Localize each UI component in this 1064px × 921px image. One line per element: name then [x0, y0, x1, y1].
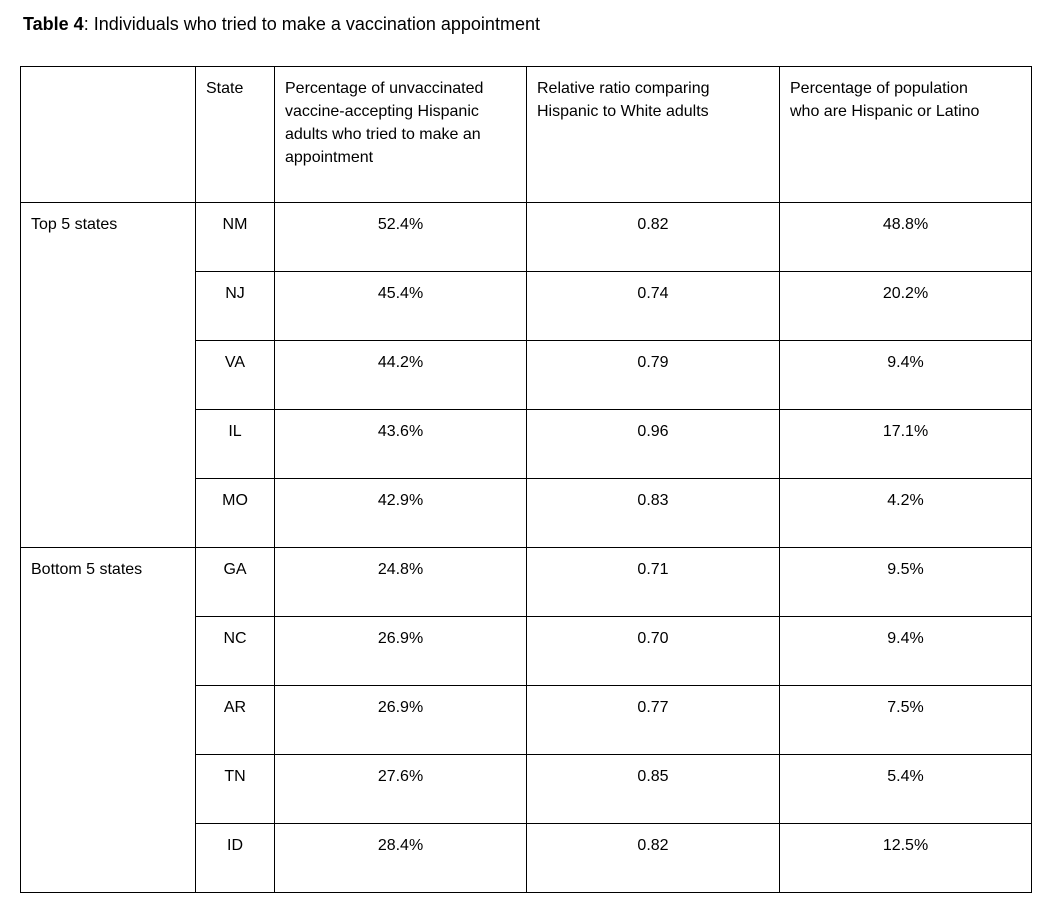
- ratio-cell: 0.82: [526, 823, 780, 893]
- ratio-cell: 0.77: [526, 685, 780, 755]
- header-ratio-text: Relative ratio comparing Hispanic to Whi…: [537, 80, 710, 120]
- table-caption-text: : Individuals who tried to make a vaccin…: [83, 14, 540, 34]
- table-caption: Table 4: Individuals who tried to make a…: [23, 12, 540, 36]
- pct-tried-cell: 24.8%: [274, 547, 527, 617]
- table-row: IL 43.6% 0.96 17.1%: [21, 409, 1032, 479]
- table-caption-label: Table 4: [23, 14, 84, 34]
- pct-pop-cell: 48.8%: [779, 202, 1032, 272]
- table-row: AR 26.9% 0.77 7.5%: [21, 685, 1032, 755]
- header-pct-pop: Percentage of population who are Hispani…: [779, 66, 1032, 203]
- state-cell: NC: [195, 616, 275, 686]
- ratio-cell: 0.79: [526, 340, 780, 410]
- pct-tried-cell: 52.4%: [274, 202, 527, 272]
- pct-tried-cell: 42.9%: [274, 478, 527, 548]
- state-cell: AR: [195, 685, 275, 755]
- pct-pop-cell: 9.5%: [779, 547, 1032, 617]
- ratio-cell: 0.74: [526, 271, 780, 341]
- group-label-bottom5: Bottom 5 states: [20, 547, 196, 893]
- state-cell: VA: [195, 340, 275, 410]
- table-row: NC 26.9% 0.70 9.4%: [21, 616, 1032, 686]
- pct-pop-cell: 20.2%: [779, 271, 1032, 341]
- header-state: State: [195, 66, 275, 203]
- pct-pop-cell: 9.4%: [779, 616, 1032, 686]
- ratio-cell: 0.71: [526, 547, 780, 617]
- pct-tried-cell: 43.6%: [274, 409, 527, 479]
- table-row: TN 27.6% 0.85 5.4%: [21, 754, 1032, 824]
- pct-pop-cell: 7.5%: [779, 685, 1032, 755]
- pct-tried-cell: 27.6%: [274, 754, 527, 824]
- state-cell: NM: [195, 202, 275, 272]
- table-row: MO 42.9% 0.83 4.2%: [21, 478, 1032, 548]
- header-ratio: Relative ratio comparing Hispanic to Whi…: [526, 66, 780, 203]
- state-cell: IL: [195, 409, 275, 479]
- table-row: Bottom 5 states GA 24.8% 0.71 9.5%: [20, 547, 1032, 893]
- pct-tried-cell: 26.9%: [274, 616, 527, 686]
- ratio-cell: 0.83: [526, 478, 780, 548]
- vaccination-appointment-table: State Percentage of unvaccinated vaccine…: [20, 66, 1032, 893]
- pct-tried-cell: 45.4%: [274, 271, 527, 341]
- pct-tried-cell: 26.9%: [274, 685, 527, 755]
- table-row: NJ 45.4% 0.74 20.2%: [21, 271, 1032, 341]
- pct-pop-cell: 4.2%: [779, 478, 1032, 548]
- state-cell: TN: [195, 754, 275, 824]
- header-group: [20, 66, 196, 203]
- table-row: ID 28.4% 0.82 12.5%: [21, 823, 1032, 893]
- ratio-cell: 0.82: [526, 202, 780, 272]
- pct-pop-cell: 17.1%: [779, 409, 1032, 479]
- header-row: State Percentage of unvaccinated vaccine…: [20, 66, 1032, 203]
- header-pct-tried: Percentage of unvaccinated vaccine-accep…: [274, 66, 527, 203]
- state-cell: GA: [195, 547, 275, 617]
- state-cell: MO: [195, 478, 275, 548]
- table-row: Top 5 states NM 52.4% 0.82 48.8%: [20, 202, 1032, 548]
- state-cell: NJ: [195, 271, 275, 341]
- pct-pop-cell: 9.4%: [779, 340, 1032, 410]
- header-pct-pop-text: Percentage of population who are Hispani…: [790, 80, 980, 120]
- ratio-cell: 0.70: [526, 616, 780, 686]
- pct-tried-cell: 44.2%: [274, 340, 527, 410]
- table-row: VA 44.2% 0.79 9.4%: [21, 340, 1032, 410]
- state-cell: ID: [195, 823, 275, 893]
- pct-pop-cell: 12.5%: [779, 823, 1032, 893]
- header-pct-tried-text: Percentage of unvaccinated vaccine-accep…: [285, 80, 484, 166]
- ratio-cell: 0.85: [526, 754, 780, 824]
- ratio-cell: 0.96: [526, 409, 780, 479]
- group-label-top5: Top 5 states: [20, 202, 196, 548]
- pct-pop-cell: 5.4%: [779, 754, 1032, 824]
- pct-tried-cell: 28.4%: [274, 823, 527, 893]
